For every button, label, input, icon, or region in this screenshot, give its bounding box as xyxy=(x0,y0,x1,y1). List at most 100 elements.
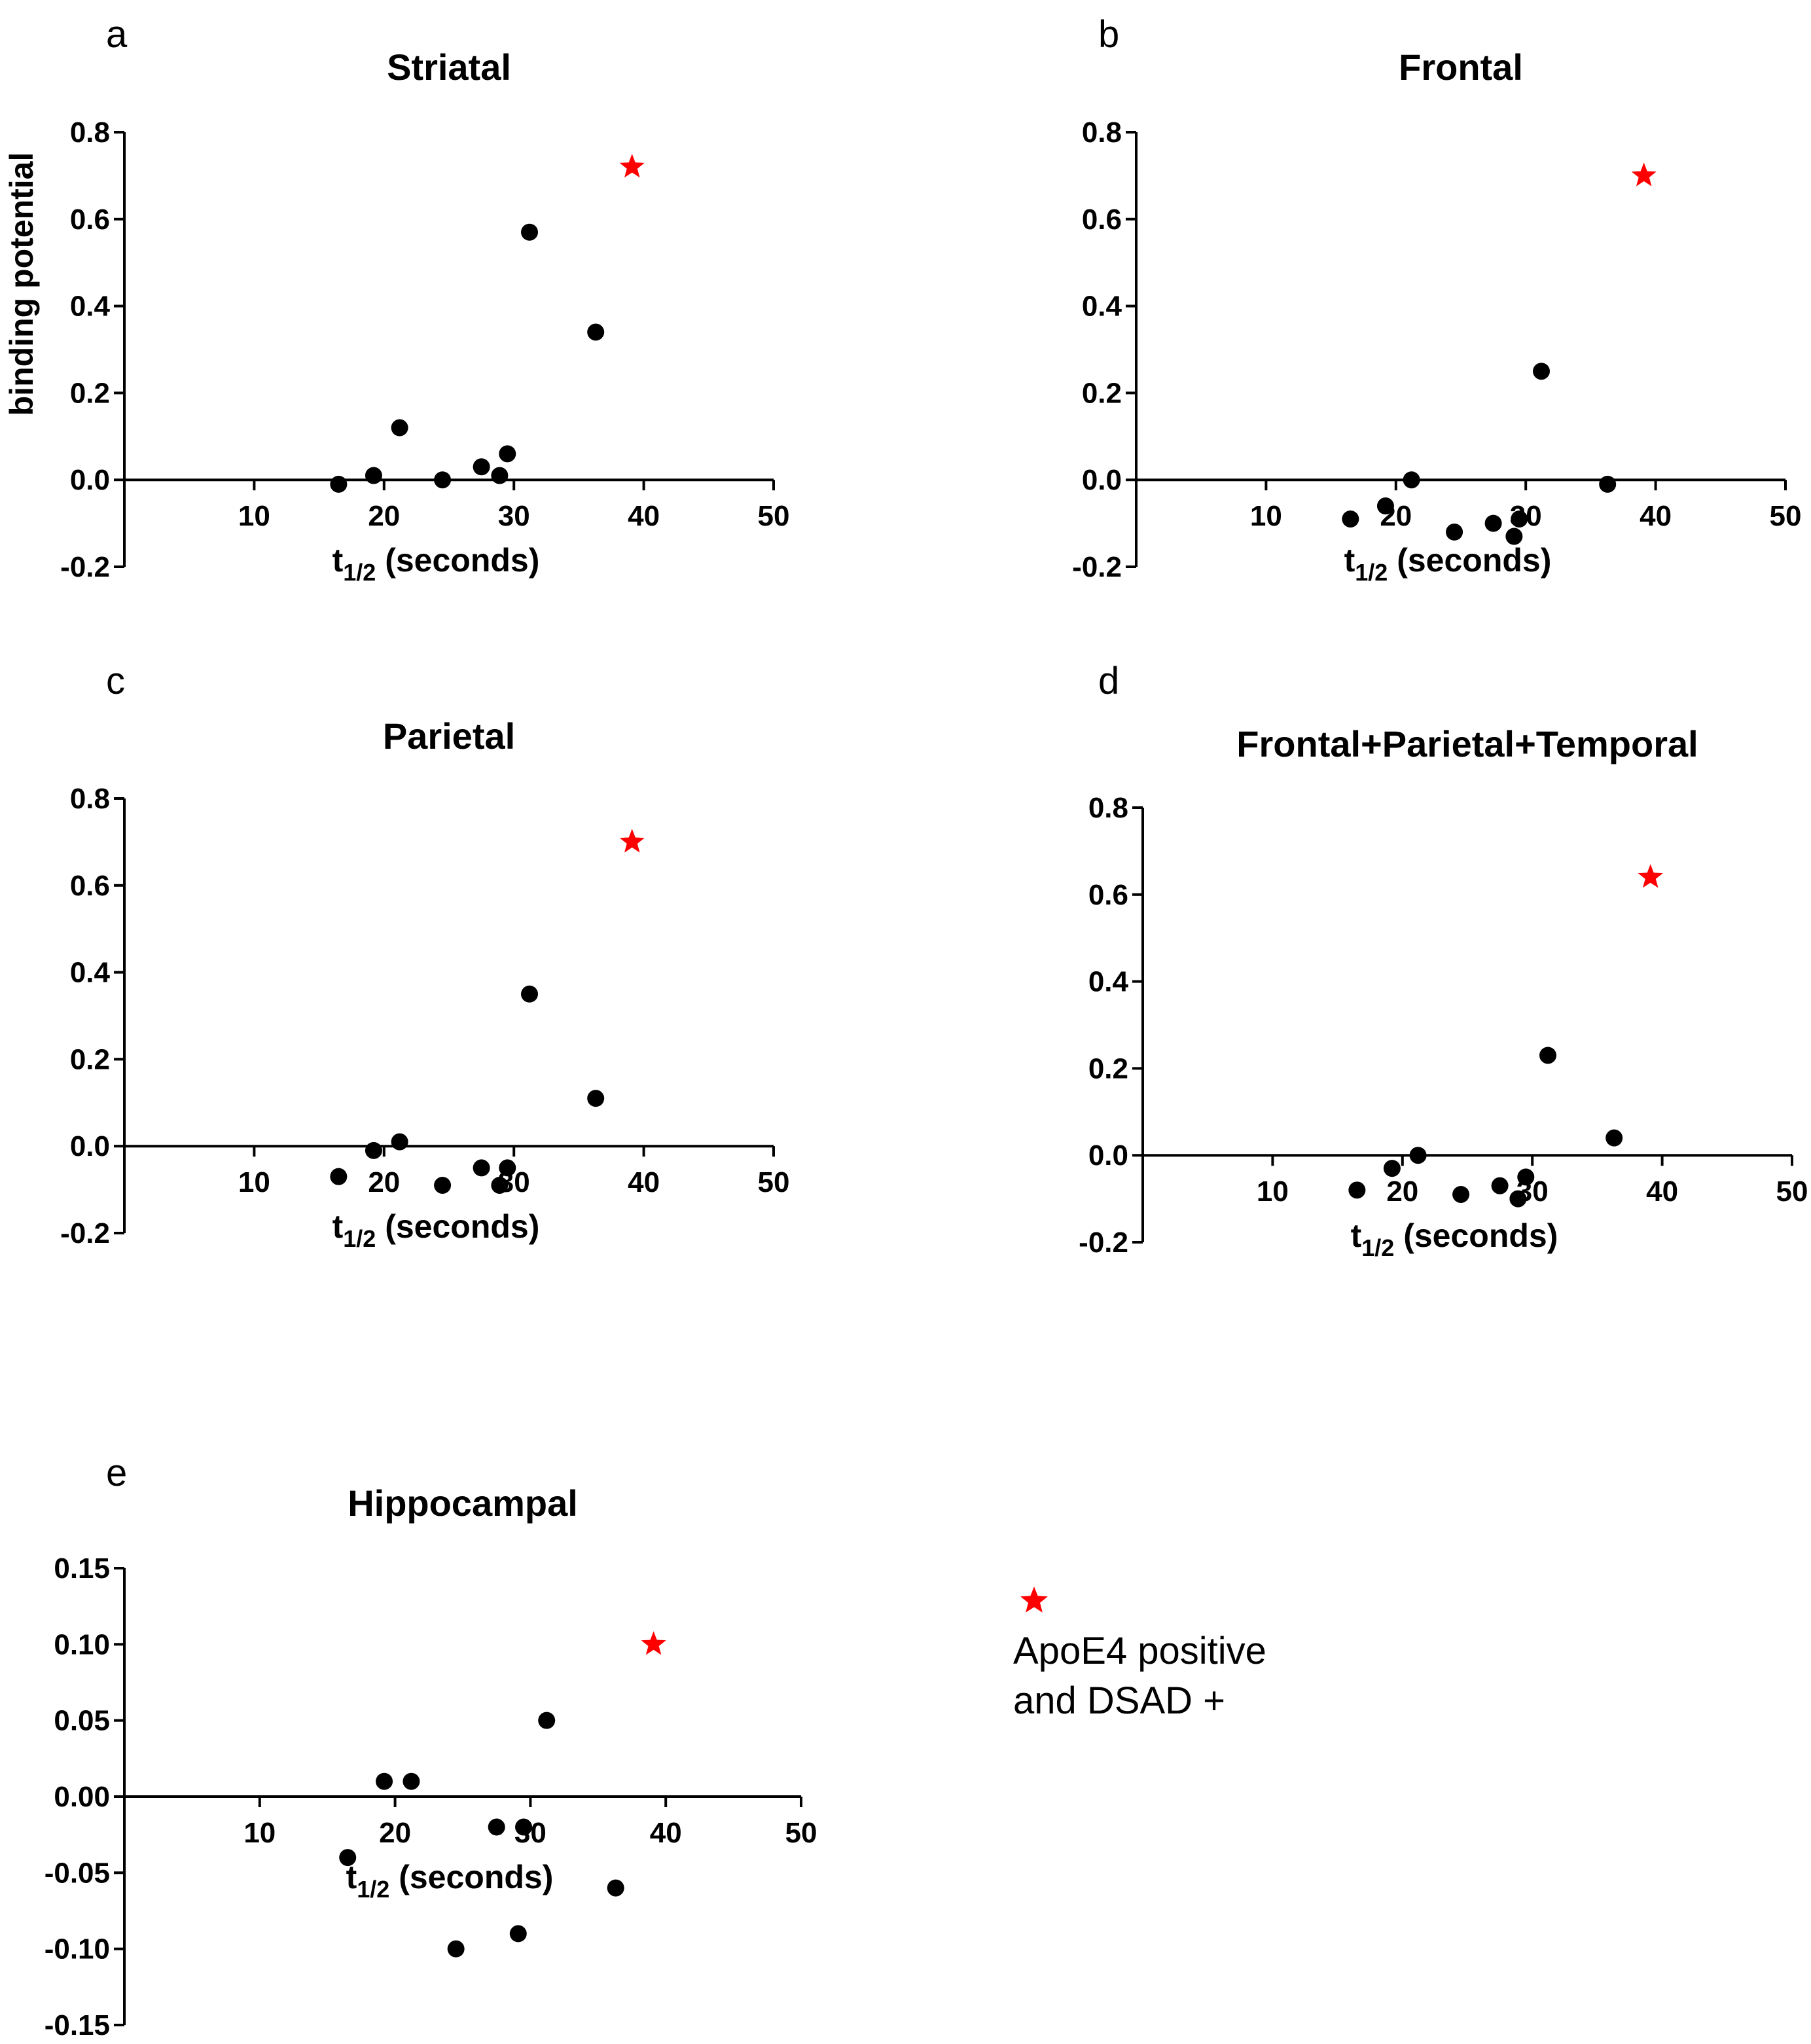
y-tick-label: 0.4 xyxy=(70,957,111,989)
x-tick-label: 20 xyxy=(1386,1175,1418,1208)
y-tick-label: 0.2 xyxy=(70,1043,110,1075)
y-tick-label: -0.2 xyxy=(60,1217,110,1249)
x-axis-label: t1/2 (seconds) xyxy=(346,1859,554,1903)
data-point xyxy=(1348,1181,1366,1199)
data-point xyxy=(1376,497,1394,515)
y-tick-label: 0.2 xyxy=(70,377,110,409)
y-tick-label: 0.00 xyxy=(54,1781,110,1813)
data-point xyxy=(1403,471,1420,489)
data-point xyxy=(491,467,509,484)
data-point xyxy=(1599,475,1617,493)
y-tick-label: 0.4 xyxy=(1088,966,1129,998)
data-point xyxy=(1446,523,1463,541)
star-point xyxy=(619,829,645,853)
star-point xyxy=(1631,162,1657,187)
chart-title: Striatal xyxy=(387,46,511,88)
data-point xyxy=(1605,1129,1623,1147)
panel-letter: d xyxy=(1098,660,1119,702)
y-tick-label: 0.2 xyxy=(1082,377,1122,409)
y-tick-label: -0.2 xyxy=(1079,1227,1128,1259)
data-point xyxy=(587,1090,605,1107)
panel-e: e Hippocampal 0.15 0.10 0.05 0.00 -0.05 -0.10 -0… xyxy=(45,1452,817,2041)
y-tick-label: 0.10 xyxy=(54,1628,110,1660)
red-star-icon xyxy=(1020,1587,1048,1613)
data-point xyxy=(515,1818,533,1836)
x-axis-label: t1/2 (seconds) xyxy=(332,1208,540,1252)
x-tick-label: 10 xyxy=(238,500,270,532)
y-tick-label: 0.0 xyxy=(1088,1139,1128,1172)
chart-title: Hippocampal xyxy=(348,1482,578,1524)
y-tick-label: -0.05 xyxy=(45,1857,110,1889)
x-tick-label: 50 xyxy=(758,1166,790,1198)
x-tick-label: 30 xyxy=(498,500,530,532)
x-tick-label: 50 xyxy=(785,1817,817,1849)
data-point xyxy=(403,1772,420,1790)
x-axis-label: t1/2 (seconds) xyxy=(332,542,540,586)
legend-line-2: and DSAD + xyxy=(1013,1679,1225,1722)
data-point xyxy=(587,323,605,341)
y-tick-label: -0.2 xyxy=(1072,551,1122,583)
panel-letter: e xyxy=(106,1452,127,1494)
data-point xyxy=(330,1168,348,1185)
chart-title: Parietal xyxy=(383,715,515,757)
legend-line-1: ApoE4 positive xyxy=(1013,1630,1266,1672)
x-axis-label: t1/2 (seconds) xyxy=(1351,1217,1558,1261)
star-point xyxy=(619,154,645,178)
data-point xyxy=(1505,528,1523,545)
data-point xyxy=(499,445,516,463)
data-point xyxy=(330,475,348,493)
x-tick-label: 10 xyxy=(238,1166,270,1198)
chart-title: Frontal xyxy=(1399,46,1523,88)
y-tick-label: 0.4 xyxy=(70,291,111,323)
data-point xyxy=(509,1925,527,1943)
star-point xyxy=(1638,864,1663,888)
x-tick-label: 40 xyxy=(1646,1175,1678,1208)
data-point xyxy=(473,1159,490,1177)
data-point xyxy=(499,1159,516,1177)
y-tick-label: 0.05 xyxy=(54,1705,110,1737)
x-tick-label: 20 xyxy=(368,500,400,532)
data-point xyxy=(447,1940,465,1958)
x-tick-label: 40 xyxy=(1640,500,1672,532)
y-tick-label: 0.15 xyxy=(54,1552,110,1585)
y-tick-label: 0.8 xyxy=(70,117,110,149)
y-tick-label: 0.6 xyxy=(70,870,110,902)
data-point xyxy=(434,471,452,489)
data-point xyxy=(1452,1185,1470,1203)
y-tick-label: 0.8 xyxy=(1088,792,1128,824)
data-point xyxy=(1383,1160,1401,1177)
x-tick-label: 40 xyxy=(628,500,660,532)
panels: a Striatal 0.8 0.6 0.4 0.2 0.0 -0.2 10 20 30 40 50 t1… xyxy=(3,13,1808,2041)
y-tick-label: 0.2 xyxy=(1088,1052,1128,1085)
x-tick-label: 40 xyxy=(628,1166,660,1198)
data-point xyxy=(521,223,539,241)
panel-letter: b xyxy=(1098,13,1119,56)
data-point xyxy=(488,1818,505,1836)
data-point xyxy=(1511,510,1528,528)
data-point xyxy=(1409,1147,1427,1164)
x-tick-label: 10 xyxy=(243,1817,276,1849)
data-point xyxy=(1342,510,1359,528)
data-point xyxy=(1484,514,1502,532)
x-tick-label: 40 xyxy=(650,1817,682,1849)
chart-title: Frontal+Parietal+Temporal xyxy=(1236,723,1698,764)
panel-b: bFrontal0.80.60.40.20.0-0.21020304050t1/… xyxy=(1072,13,1801,586)
data-point xyxy=(391,1133,408,1151)
x-tick-label: 20 xyxy=(379,1817,411,1849)
y-tick-label: 0.0 xyxy=(70,1130,110,1162)
y-tick-label: 0.4 xyxy=(1082,291,1122,323)
data-point xyxy=(365,467,382,484)
data-point xyxy=(365,1141,382,1159)
x-tick-label: 50 xyxy=(758,500,790,532)
y-axis-label: binding potential xyxy=(3,152,40,416)
data-point xyxy=(491,1176,509,1194)
data-point xyxy=(607,1879,624,1897)
y-tick-label: 0.8 xyxy=(1082,117,1122,149)
data-point xyxy=(391,419,408,437)
data-point xyxy=(473,458,490,476)
data-point xyxy=(1533,363,1551,380)
y-tick-label: 0.8 xyxy=(70,783,110,815)
data-point xyxy=(1539,1047,1557,1064)
y-tick-label: -0.10 xyxy=(45,1933,110,1965)
